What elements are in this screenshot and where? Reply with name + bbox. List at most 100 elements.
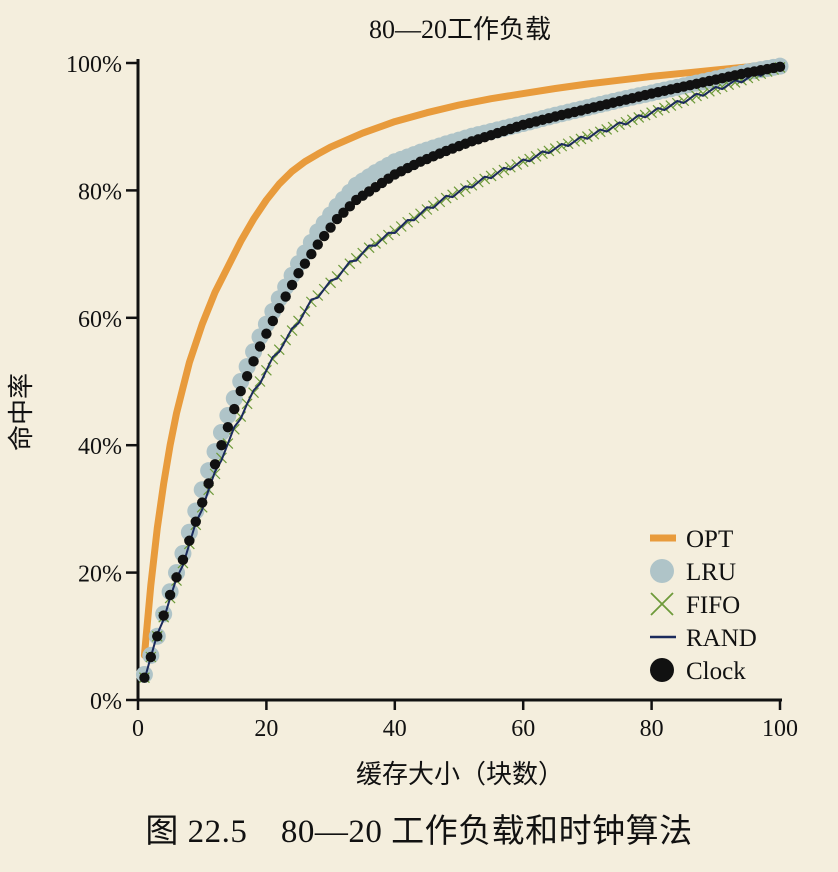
clock-point [235,385,246,397]
fifo-point [408,212,420,224]
legend-item-lru: LRU [650,559,736,586]
fifo-point [440,192,452,204]
x-tick-label: 100 [762,716,798,742]
fifo-point [466,179,478,191]
legend-item-rand: RAND [650,625,757,652]
legend-swatch-clock [650,658,674,682]
y-tick-label: 60% [78,307,122,333]
x-tick-label: 20 [254,716,278,742]
clock-point [280,291,291,302]
fifo-point [504,161,516,173]
series-line-rand [143,66,781,681]
y-tick-label: 40% [78,434,122,460]
fifo-point [485,170,497,182]
clock-point [331,213,343,225]
fifo-point [678,95,690,107]
fifo-point [459,183,471,194]
clock-point [274,303,285,314]
figure-caption: 图 22.5 80—20 工作负载和时钟算法 [145,814,693,850]
clock-point [197,497,208,508]
clock-point [312,239,323,250]
clock-point [286,279,298,291]
legend-label: OPT [686,526,733,553]
series-clock [139,61,786,683]
fifo-point [421,204,433,215]
fifo-point [382,229,394,241]
clock-point [209,459,221,470]
chart-title: 80—20工作负载 [369,15,551,44]
fifo-point [620,116,632,128]
fifo-point [652,104,664,116]
fifo-point [659,102,670,114]
clock-point [145,651,157,663]
clock-point [171,572,182,583]
y-tick-label: 80% [78,179,122,205]
fifo-point [543,145,555,157]
legend-label: Clock [686,658,746,685]
clock-point [203,478,214,489]
clock-point [248,356,259,367]
fifo-point [671,97,683,109]
clock-point [774,61,786,73]
legend-swatch-lru [650,559,674,583]
clock-point [318,230,330,242]
series-layer [135,57,789,684]
fifo-point [370,238,381,249]
fifo-point [697,88,709,100]
x-axis-label: 缓存大小（块数） [356,760,564,789]
fifo-point [710,83,722,95]
legend-swatch-fifo [650,592,674,616]
fifo-point [614,119,625,131]
x-tick-label: 80 [640,716,664,742]
legend-label: LRU [686,559,736,586]
clock-point [254,341,266,352]
clock-point [325,222,336,233]
fifo-point [524,153,536,165]
fifo-point [363,242,375,254]
clock-point [139,672,150,683]
clock-point [267,315,279,327]
clock-point [164,589,176,601]
series-line-opt [140,59,784,659]
fifo-point [633,112,645,123]
clock-point [222,421,234,433]
clock-point [184,535,195,546]
x-tick-label: 60 [511,716,535,742]
fifo-point [447,189,459,201]
clock-point [293,268,304,279]
fifo-point [537,148,548,160]
clock-point [216,440,227,451]
legend-label: RAND [686,625,757,652]
fifo-point [498,164,510,176]
fifo-point [575,133,587,145]
clock-point [241,370,253,382]
fifo-point [639,109,651,121]
fifo-point [389,225,401,237]
y-tick-label: 0% [90,689,122,715]
clock-point [177,554,189,566]
fifo-point [601,123,613,135]
legend-item-fifo: FIFO [650,592,740,619]
legend-item-opt: OPT [650,526,733,553]
y-axis-label: 命中率 [7,373,36,451]
axes: 0 20 40 60 80 100 0% 20% 40% 60% 80% 100% [66,52,798,742]
clock-point [152,631,163,642]
fifo-point [562,138,574,150]
series-fifo [138,62,786,684]
fifo-point [581,131,593,142]
fifo-point [402,216,414,228]
fifo-point [517,156,529,168]
x-tick-label: 40 [383,716,407,742]
legend: OPT LRU FIFO RAND Clock [650,526,757,685]
clock-point [190,516,201,527]
fifo-point [556,140,568,152]
x-tick-label: 0 [132,716,144,742]
fifo-point [427,200,439,212]
fifo-point [594,126,606,138]
fifo-point [479,173,491,185]
clock-point [229,403,240,415]
clock-point [299,258,311,269]
series-lru [135,57,789,684]
clock-point [261,328,272,339]
